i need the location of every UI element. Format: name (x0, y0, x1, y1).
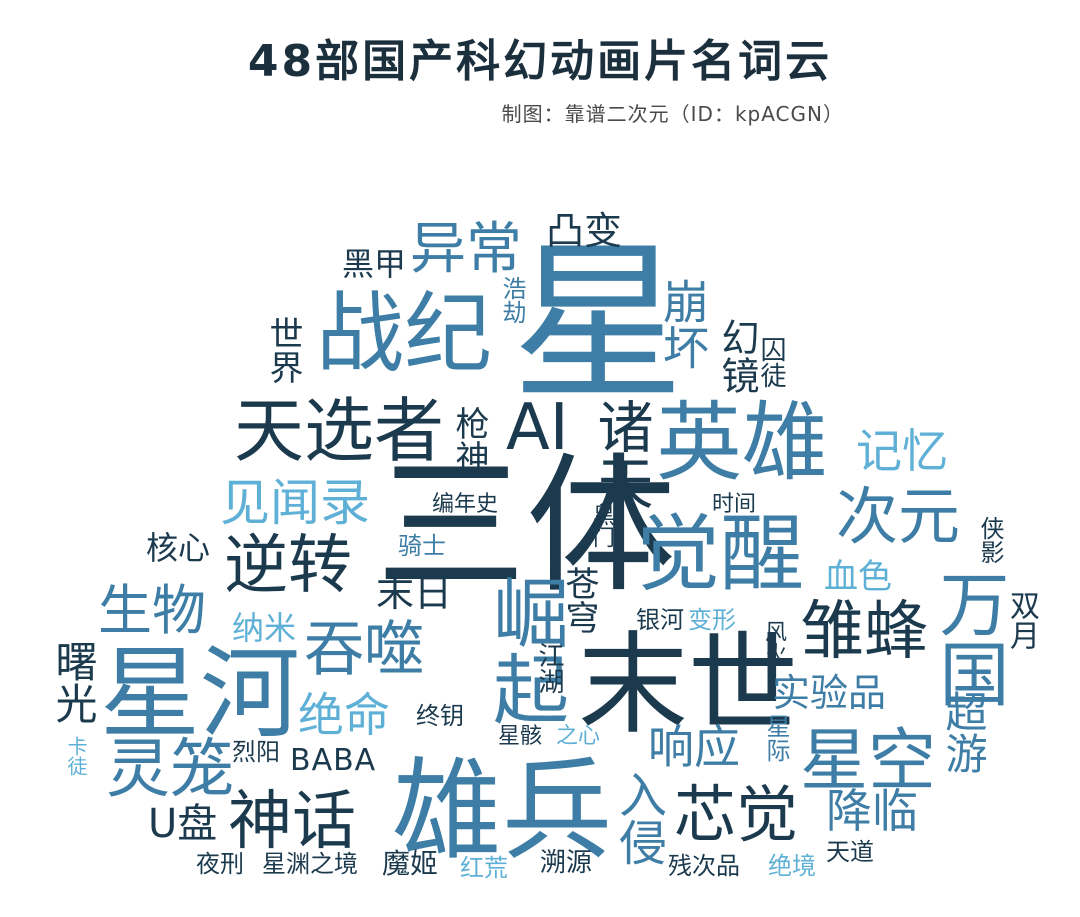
word-jianghu: 江湖 (534, 642, 564, 694)
word-cangqiong: 苍穹 (559, 566, 599, 634)
word-moshi: 末世 (578, 621, 798, 749)
word-tunshi: 吞噬 (304, 615, 424, 685)
word-jueming: 绝命 (298, 688, 390, 742)
word-xiongbing: 雄兵 (392, 747, 612, 875)
word-zhutian: 诸天 (588, 398, 653, 510)
word-hexin: 核心 (146, 529, 211, 567)
word-zhixin: 之心 (556, 724, 601, 749)
word-xingkong: 星空 (800, 722, 937, 801)
word-haojie: 浩劫 (498, 276, 526, 324)
word-santi: 三体 (376, 440, 677, 614)
word-xinjue: 芯觉 (674, 778, 799, 851)
word-bianxing: 变形 (688, 606, 736, 634)
word-shuguang: 曙光 (49, 640, 98, 724)
word-ruqin: 入侵 (610, 770, 666, 866)
word-honghuang: 红荒 (460, 854, 508, 882)
word-lieyang: 烈阳 (232, 738, 280, 766)
word-jianwenlu: 见闻录 (220, 474, 370, 532)
word-qiutu: 囚徒 (756, 336, 786, 388)
word-bengfai: 崩坏 (656, 278, 710, 370)
word-xinghai: 星骸 (498, 724, 543, 749)
word-suyuan: 溯源 (540, 848, 593, 878)
word-nami: 纳米 (232, 609, 297, 647)
word-xuese: 血色 (824, 557, 892, 597)
word-lingl: 灵笼 (106, 733, 234, 807)
word-yinhe: 银河 (636, 606, 684, 634)
word-jueqi: 崛起 (480, 574, 569, 726)
word-upan: U盘 (148, 801, 218, 847)
word-ciyuan: 次元 (836, 480, 961, 553)
word-zhongyao: 终钥 (416, 702, 464, 730)
word-tiandao: 天道 (826, 838, 874, 866)
word-shijian: 时间 (712, 492, 757, 517)
credit-line: 制图：靠谱二次元（ID：kpACGN） (501, 102, 844, 126)
word-huanjing: 幻镜 (715, 318, 759, 394)
word-xing: 星 (512, 223, 684, 424)
word-baba: BABA (290, 743, 377, 778)
word-yexing: 夜刑 (196, 850, 244, 878)
word-xingji: 星际 (762, 714, 790, 762)
word-wanguo: 万国 (928, 568, 1010, 708)
word-biannianshi: 编年史 (432, 492, 499, 517)
word-tianxuanzhe: 天选者 (234, 390, 444, 472)
word-heimen: 黑门 (589, 504, 614, 548)
word-shenhua: 神话 (228, 785, 356, 859)
word-shijie: 世界 (263, 316, 303, 384)
word-yingxiong: 英雄 (656, 393, 828, 493)
word-mori: 末日 (376, 571, 453, 615)
word-chaoyou: 超游 (939, 690, 988, 774)
word-heijia: 黑甲 (342, 245, 407, 283)
word-jianglin: 降临 (826, 784, 918, 838)
word-xiaying: 侠影 (976, 516, 1004, 564)
word-ai: AI (506, 391, 569, 465)
word-yichang: 异常 (410, 217, 522, 282)
word-xingyuanzhijing: 星渊之境 (262, 850, 358, 878)
word-shengwu: 生物 (98, 579, 206, 642)
word-katu: 卡徒 (64, 736, 88, 776)
chart-title: 48部国产科幻动画片名词云 (247, 36, 833, 87)
word-moji: 魔姬 (382, 847, 439, 880)
word-fenghuo: 风火 (761, 620, 786, 664)
word-juexing: 觉醒 (636, 505, 805, 603)
word-zhifeng: 雏蜂 (800, 595, 928, 669)
word-xinghe: 星河 (100, 635, 300, 752)
word-jiyi: 记忆 (856, 424, 948, 478)
word-nizhuan: 逆转 (224, 529, 352, 603)
word-shiyanpin: 实验品 (772, 671, 887, 715)
word-qishi: 骑士 (398, 532, 446, 560)
word-tuba: 凸变 (546, 209, 623, 253)
word-cancipin: 残次品 (668, 852, 740, 880)
word-qiangshen: 枪神 (449, 406, 489, 474)
word-zhanji: 战纪 (316, 282, 493, 385)
word-shuangyue: 双月 (1004, 590, 1039, 650)
word-jingjing: 绝境 (768, 852, 816, 880)
word-xiangying: 响应 (648, 720, 740, 774)
